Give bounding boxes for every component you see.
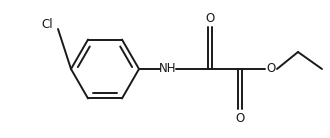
Text: Cl: Cl [41,18,53,30]
Text: O: O [266,63,276,75]
Text: O: O [235,112,245,124]
Text: NH: NH [159,63,177,75]
Text: O: O [205,11,214,25]
